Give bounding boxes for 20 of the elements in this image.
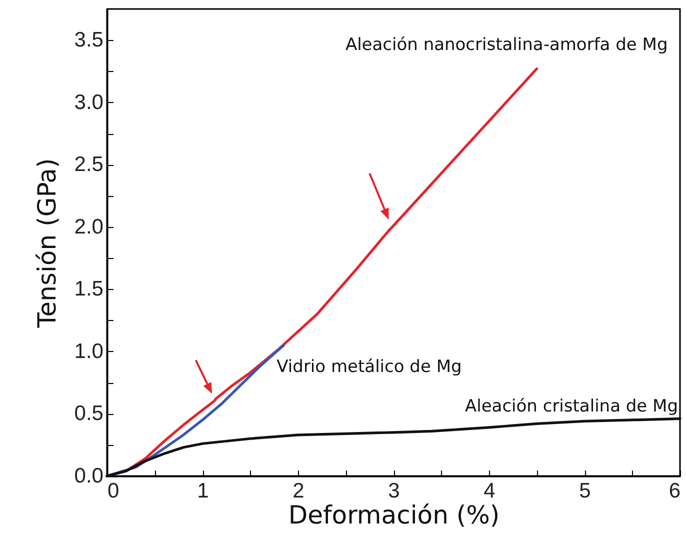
text: Aleación nanocristalina-amorfa de Mg (345, 34, 668, 55)
x-tick-label: 5 (579, 480, 591, 502)
series-label: Aleación cristalina de Mg (464, 396, 678, 417)
x-tick-label: 4 (484, 480, 496, 502)
y-tick-label: 0.0 (74, 464, 104, 488)
y-tick-label: 1.5 (74, 278, 104, 301)
x-tick-label: 1 (197, 480, 209, 502)
x-tick-label: 0 (108, 480, 120, 502)
y-tick-label: 0.5 (74, 402, 104, 426)
x-tick-label: 3 (388, 480, 400, 502)
y-axis-title: Tensión (GPa) (32, 158, 62, 329)
series-label: Vidrio metálico de Mg (276, 357, 462, 378)
x-axis-title: Deformación (%) (288, 500, 500, 530)
x-tick-label: 6 (668, 480, 680, 502)
y-tick-label: 3.5 (74, 28, 104, 52)
y-tick-label: 2.5 (74, 153, 104, 176)
y-tick-label: 2.0 (74, 215, 104, 238)
y-tick-label: 1.0 (74, 340, 104, 363)
y-tick-label: 3.0 (74, 90, 104, 114)
x-tick-label: 2 (292, 480, 304, 502)
